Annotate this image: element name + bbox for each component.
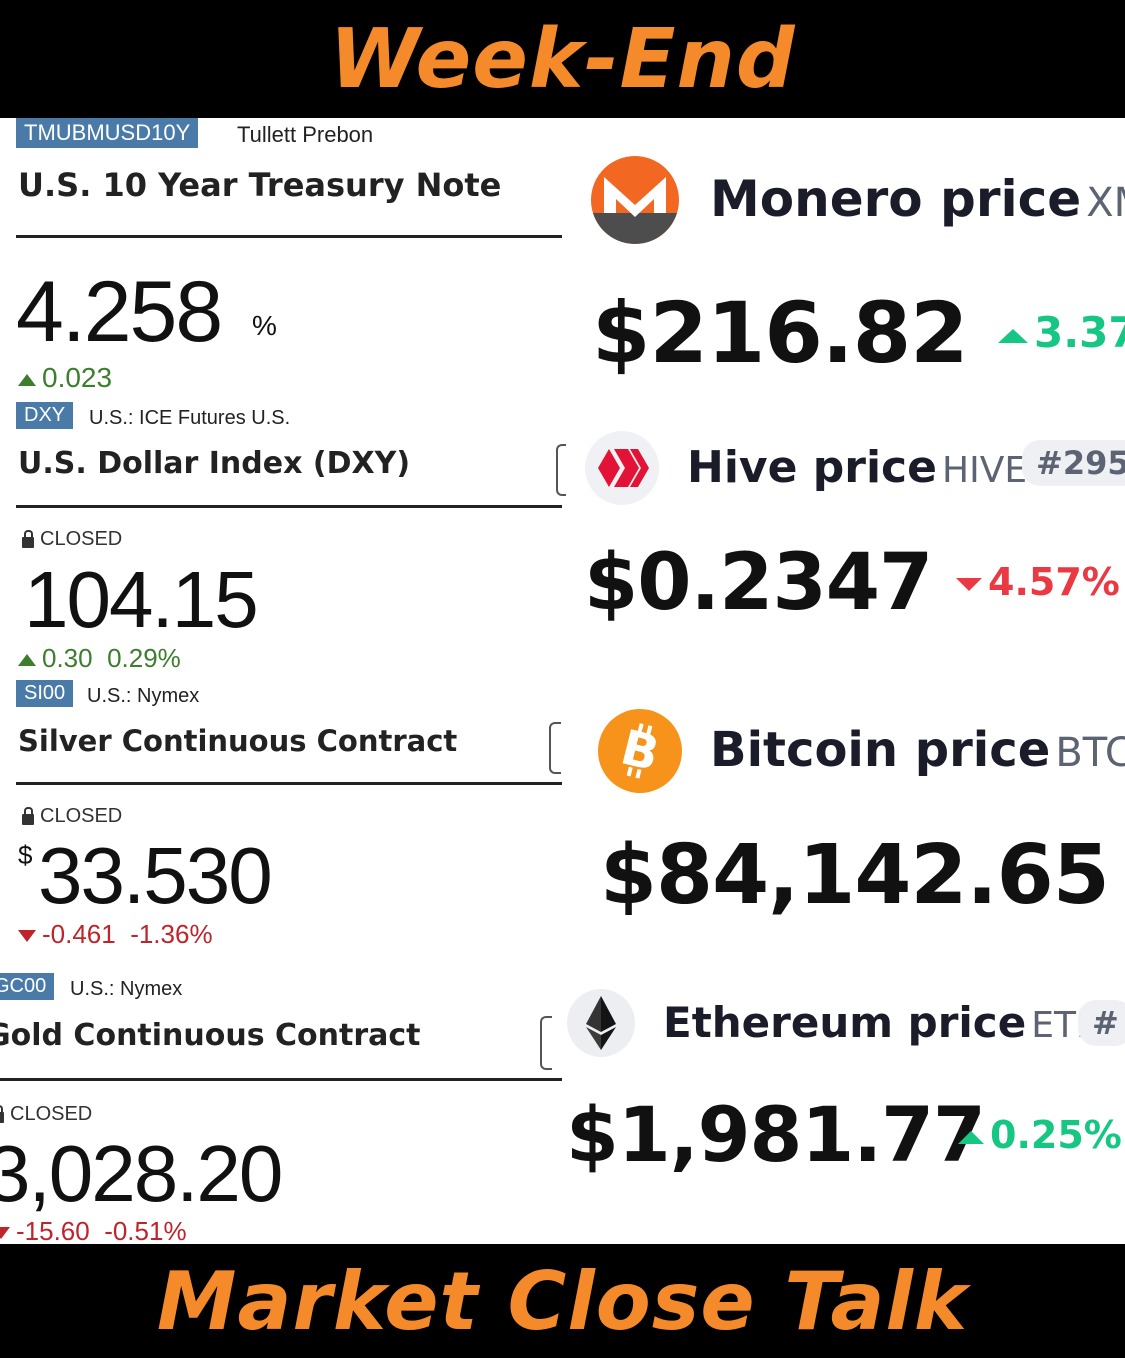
- silver-ticker-badge[interactable]: SI00: [16, 680, 74, 707]
- bitcoin-price: $84,142.65: [600, 828, 1110, 923]
- banner-title: Week-End: [329, 11, 796, 107]
- gold-exchange: U.S.: Nymex: [70, 978, 183, 1000]
- up-arrow-icon: [958, 1131, 984, 1144]
- silver-exchange: U.S.: Nymex: [87, 685, 200, 707]
- dxy-ticker-badge[interactable]: DXY: [16, 402, 74, 429]
- percent-unit: %: [252, 310, 277, 341]
- dxy-name: U.S. Dollar Index (DXY): [18, 446, 411, 481]
- down-arrow-icon: [0, 1227, 10, 1240]
- down-arrow-icon: [18, 930, 36, 943]
- hive-change: 4.57%: [956, 560, 1120, 604]
- treasury-ticker-badge[interactable]: TMUBMUSD10Y: [16, 118, 199, 148]
- dxy-value: 104.15: [24, 555, 259, 644]
- divider: [16, 235, 562, 238]
- lock-icon: [0, 1104, 4, 1123]
- treasury-change: 0.023: [18, 362, 112, 394]
- monero-change: 3.37: [998, 308, 1125, 357]
- monero-title: Monero price XMR: [710, 170, 1125, 228]
- market-quotes-panel: TMUBMUSD10Y Tullett Prebon U.S. 10 Year …: [0, 118, 566, 1244]
- hive-rank-badge: #295: [1022, 440, 1125, 486]
- lock-icon: [22, 806, 34, 825]
- ethereum-icon: [567, 989, 635, 1057]
- down-arrow-icon: [956, 578, 982, 591]
- ethereum-change: 0.25%: [958, 1113, 1122, 1157]
- bitcoin-title: Bitcoin price BTC: [710, 722, 1125, 778]
- banner-subtitle: Market Close Talk: [156, 1254, 969, 1348]
- treasury-yield-value: 4.258: [16, 264, 223, 360]
- gold-value: 3,028.20: [0, 1129, 283, 1218]
- hive-title: Hive price HIVE: [687, 442, 1028, 493]
- silver-market-status: CLOSED: [22, 805, 122, 828]
- silver-value: 33.530: [38, 831, 273, 920]
- silver-name: Silver Continuous Contract: [18, 724, 458, 758]
- ethereum-rank-badge: #: [1078, 1000, 1125, 1046]
- watchlist-button[interactable]: [549, 722, 561, 774]
- gold-name: Gold Continuous Contract: [0, 1018, 421, 1053]
- dxy-change: 0.30 0.29%: [18, 643, 181, 674]
- hive-icon: [585, 431, 659, 505]
- ethereum-price: $1,981.77: [566, 1090, 986, 1179]
- gold-change: -15.60 -0.51%: [0, 1216, 187, 1244]
- bottom-banner: Market Close Talk: [0, 1244, 1125, 1358]
- gold-ticker-badge[interactable]: GC00: [0, 973, 55, 1000]
- treasury-exchange: Tullett Prebon: [237, 122, 374, 147]
- divider: [16, 505, 562, 508]
- crypto-prices-panel: Monero price XMR $216.82 3.37 Hive price…: [566, 118, 1125, 1244]
- divider: [0, 1078, 562, 1081]
- silver-change: -0.461 -1.36%: [18, 919, 213, 950]
- gold-market-status: CLOSED: [0, 1103, 92, 1126]
- treasury-name: U.S. 10 Year Treasury Note: [18, 166, 502, 204]
- up-arrow-icon: [998, 328, 1028, 343]
- watchlist-button[interactable]: [540, 1016, 552, 1070]
- ethereum-title: Ethereum price ETH: [663, 998, 1104, 1047]
- up-arrow-icon: [18, 654, 36, 667]
- divider: [16, 782, 562, 785]
- hive-price: $0.2347: [584, 538, 933, 628]
- watchlist-button[interactable]: [556, 444, 566, 496]
- currency-symbol: $: [18, 840, 33, 870]
- dxy-market-status: CLOSED: [22, 528, 122, 551]
- dxy-exchange: U.S.: ICE Futures U.S.: [89, 407, 291, 429]
- lock-icon: [22, 529, 34, 548]
- top-banner: Week-End: [0, 0, 1125, 118]
- bitcoin-icon: B: [598, 709, 682, 793]
- monero-icon: [591, 156, 679, 244]
- up-arrow-icon: [18, 373, 36, 386]
- monero-price: $216.82: [592, 284, 969, 382]
